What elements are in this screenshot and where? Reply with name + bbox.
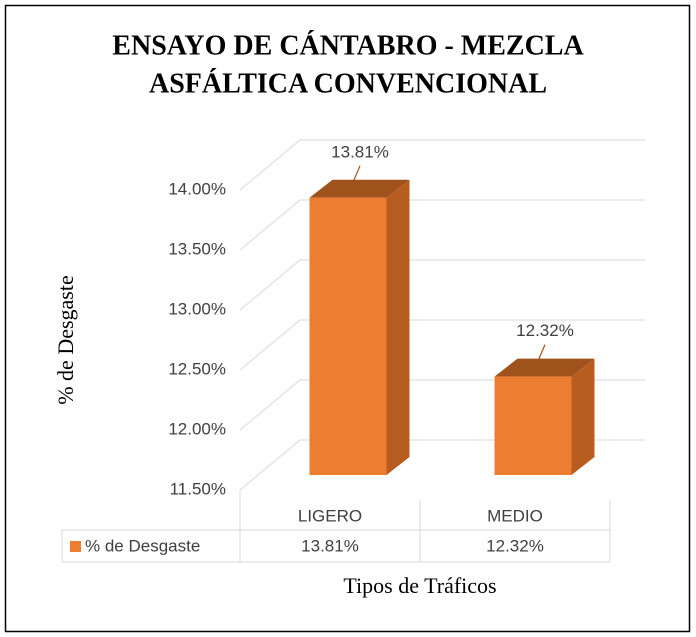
bar-face	[309, 197, 387, 476]
chart-title: ENSAYO DE CÁNTABRO - MEZCLA	[112, 30, 584, 61]
y-tick-label: 11.50%	[170, 479, 226, 498]
table-value: 12.32%	[486, 536, 544, 555]
x-tick-label: LIGERO	[298, 506, 362, 525]
bar-face	[309, 179, 410, 198]
legend-label: % de Desgaste	[85, 536, 200, 555]
chart-title: ASFÁLTICA CONVENCIONAL	[149, 68, 547, 99]
bar-face	[571, 358, 595, 475]
leader-line	[347, 165, 361, 195]
y-tick-label: 13.00%	[168, 299, 226, 318]
x-axis-title: Tipos de Tráficos	[343, 573, 496, 598]
bar-face	[494, 358, 595, 377]
grid-line	[239, 319, 645, 371]
grid-line	[239, 259, 645, 311]
y-tick-label: 13.50%	[168, 239, 226, 258]
grid-line	[239, 139, 645, 191]
leader-line	[532, 344, 546, 373]
bar	[309, 179, 410, 476]
bar-face	[386, 179, 410, 476]
grid-line	[239, 199, 645, 251]
y-tick-label: 14.00%	[168, 179, 226, 198]
data-label: 12.32%	[516, 321, 574, 340]
table-value: 13.81%	[301, 536, 359, 555]
legend-swatch	[70, 541, 81, 552]
bar-face	[494, 376, 572, 475]
data-label: 13.81%	[331, 142, 389, 161]
y-axis-title: % de Desgaste	[53, 275, 78, 405]
bar	[494, 358, 595, 475]
y-tick-label: 12.00%	[168, 419, 226, 438]
y-tick-label: 12.50%	[168, 359, 226, 378]
x-tick-label: MEDIO	[487, 506, 543, 525]
